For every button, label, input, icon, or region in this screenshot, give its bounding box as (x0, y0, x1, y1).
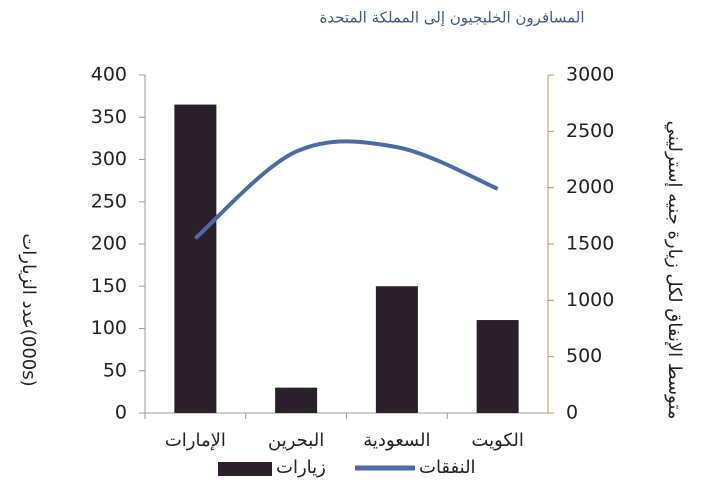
y2-tick-label: 500 (566, 345, 602, 367)
y-tick-label: 200 (91, 233, 127, 255)
y-tick-label: 350 (91, 106, 127, 128)
y2-tick-label: 2500 (566, 120, 614, 142)
y-axis-label: عدد الزيارات(000s) (18, 233, 39, 386)
y2-tick-label: 1500 (566, 233, 614, 255)
bar (275, 387, 318, 413)
bar (375, 286, 418, 413)
x-tick-label: البحرين (268, 430, 324, 451)
y2-tick-label: 2000 (566, 176, 614, 198)
x-tick-label: الإمارات (165, 430, 226, 451)
y-tick-label: 250 (91, 190, 127, 212)
legend-label: زيارات (276, 457, 326, 478)
y-tick-label: 100 (91, 317, 127, 339)
y-tick-label: 150 (91, 275, 127, 297)
y2-tick-label: 3000 (566, 64, 614, 86)
y2-axis-label: متوسط الإنفاق لكل زيارة جنيه إسترليني (664, 121, 685, 420)
y2-tick-label: 1000 (566, 289, 614, 311)
x-tick-label: الكويت (471, 430, 523, 451)
bar (174, 104, 217, 413)
chart-title: المسافرون الخليجيون إلى المملكة المتحدة (320, 9, 585, 27)
legend-swatch (218, 462, 272, 476)
y-tick-label: 300 (91, 148, 127, 170)
legend-label: النفقات (419, 457, 476, 478)
y2-tick-label: 0 (566, 402, 578, 424)
bar (476, 320, 519, 413)
line (194, 139, 499, 240)
x-tick-label: السعودية (363, 430, 430, 451)
y-tick-label: 0 (115, 402, 127, 424)
y-tick-label: 50 (103, 359, 127, 381)
y-tick-label: 400 (91, 64, 127, 86)
